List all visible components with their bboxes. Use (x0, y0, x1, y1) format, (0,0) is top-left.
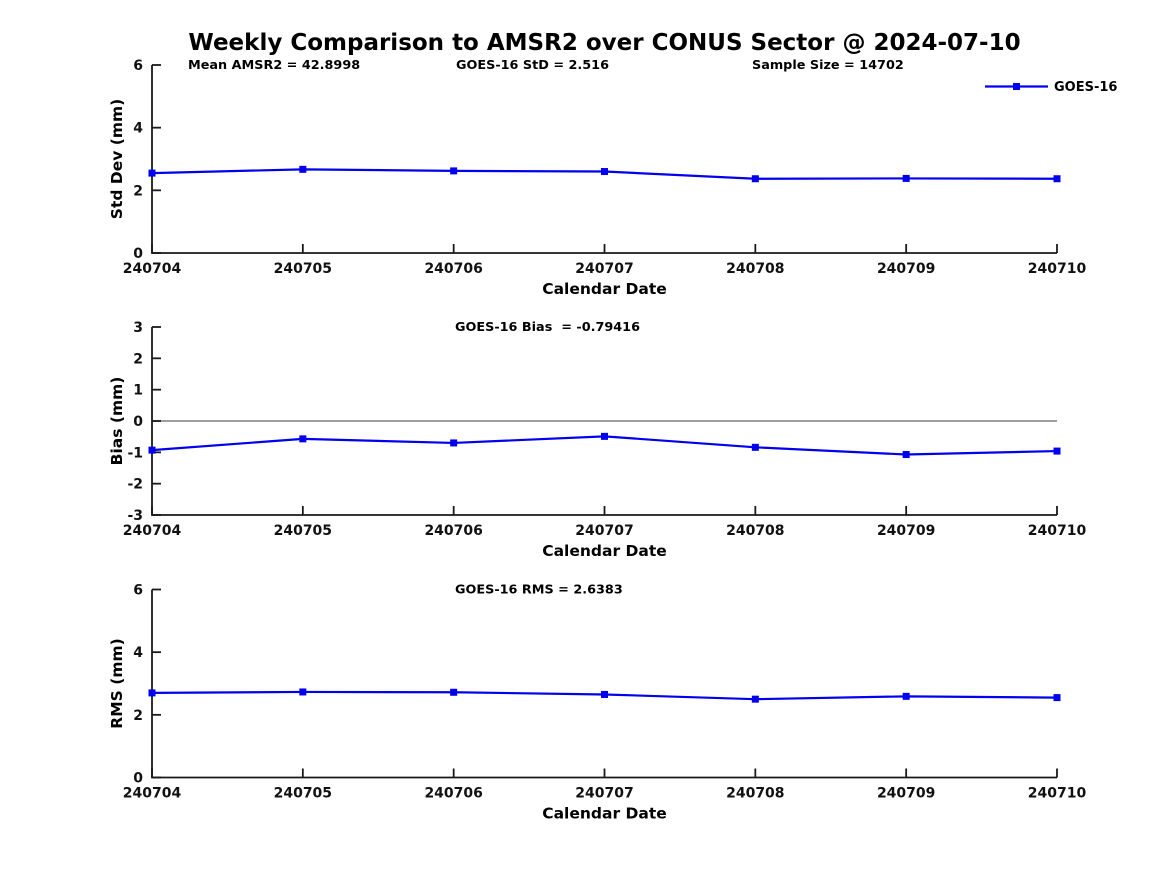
y-axis-label: RMS (mm) (108, 638, 126, 728)
y-tick-label: 0 (133, 771, 143, 787)
y-tick-label: 0 (133, 414, 143, 430)
data-point-marker (299, 165, 307, 173)
y-tick-label: 2 (133, 708, 143, 724)
annotation-text: Mean AMSR2 = 42.8998 (188, 58, 360, 73)
data-point-marker (902, 174, 910, 182)
data-point-marker (751, 443, 759, 451)
x-axis-label: Calendar Date (542, 280, 667, 298)
data-point-marker (751, 175, 759, 183)
data-point-marker (601, 432, 608, 440)
annotation-text: GOES-16 RMS = 2.6383 (455, 583, 623, 598)
data-point-marker (751, 695, 759, 703)
y-tick-label: 2 (133, 351, 143, 367)
x-tick-label: 240709 (877, 261, 935, 277)
data-point-marker (601, 690, 608, 698)
annotation-text: GOES-16 Bias = -0.79416 (455, 320, 640, 335)
data-point-marker (299, 688, 307, 696)
annotation-text: GOES-16 StD = 2.516 (456, 58, 609, 73)
x-tick-label: 240705 (274, 786, 332, 802)
data-point-marker (601, 168, 608, 176)
y-tick-label: 1 (133, 383, 143, 399)
y-axis-label: Std Dev (mm) (108, 99, 126, 219)
x-axis-label: Calendar Date (542, 542, 667, 560)
data-point-marker (902, 451, 910, 459)
legend-label: GOES-16 (1054, 80, 1117, 95)
legend-marker (1013, 83, 1020, 90)
x-tick-label: 240708 (726, 523, 784, 539)
axes (151, 65, 1057, 254)
data-point-marker (450, 167, 458, 175)
subplot-bias: -3 -2 -1 0 1 2 3 240704 240705 240706 240707 240708… (108, 320, 1086, 560)
subplot-std-dev: 0 2 4 6 240704 240705 240706 240707 240708 240709… (108, 58, 1117, 298)
y-tick-label: -2 (127, 477, 143, 493)
x-tick-label: 240706 (424, 261, 482, 277)
y-tick-label: 0 (133, 246, 143, 262)
data-point-marker (1053, 175, 1061, 183)
x-tick-label: 240705 (274, 523, 332, 539)
y-tick-label: 3 (133, 320, 143, 336)
y-tick-label: 4 (133, 121, 143, 137)
x-tick-label: 240704 (123, 523, 182, 539)
y-tick-label: 6 (133, 583, 143, 599)
data-point-marker (148, 169, 156, 177)
x-tick-label: 240707 (575, 523, 633, 539)
x-tick-label: 240710 (1028, 523, 1087, 539)
x-axis-label: Calendar Date (542, 805, 667, 823)
axes (151, 589, 1057, 779)
y-tick-label: 4 (133, 645, 143, 661)
y-tick-label: -3 (127, 508, 143, 524)
x-tick-label: 240709 (877, 786, 935, 802)
x-tick-label: 240710 (1028, 261, 1087, 277)
data-point-marker (450, 439, 458, 447)
x-tick-label: 240704 (123, 786, 182, 802)
data-point-marker (148, 689, 156, 697)
annotation-text: Sample Size = 14702 (752, 58, 904, 73)
x-tick-label: 240708 (726, 261, 784, 277)
x-tick-label: 240709 (877, 523, 935, 539)
data-point-marker (450, 688, 458, 696)
data-point-marker (299, 435, 307, 443)
x-tick-label: 240706 (424, 523, 482, 539)
data-point-marker (902, 692, 910, 700)
x-tick-label: 240705 (274, 261, 332, 277)
x-tick-label: 240707 (575, 786, 633, 802)
y-axis-label: Bias (mm) (108, 377, 126, 466)
y-tick-label: -1 (127, 445, 143, 461)
x-tick-label: 240708 (726, 786, 784, 802)
data-point-marker (148, 446, 156, 454)
x-tick-label: 240707 (575, 261, 633, 277)
figure-title: Weekly Comparison to AMSR2 over CONUS Se… (188, 30, 1021, 56)
x-tick-label: 240710 (1028, 786, 1087, 802)
y-tick-label: 2 (133, 183, 143, 199)
x-tick-label: 240706 (424, 786, 482, 802)
y-tick-label: 6 (133, 58, 143, 74)
subplot-rms: 0 2 4 6 240704 240705 240706 240707 240708 240709… (108, 583, 1086, 823)
data-point-marker (1053, 694, 1061, 702)
x-tick-label: 240704 (123, 261, 182, 277)
data-point-marker (1053, 447, 1061, 455)
